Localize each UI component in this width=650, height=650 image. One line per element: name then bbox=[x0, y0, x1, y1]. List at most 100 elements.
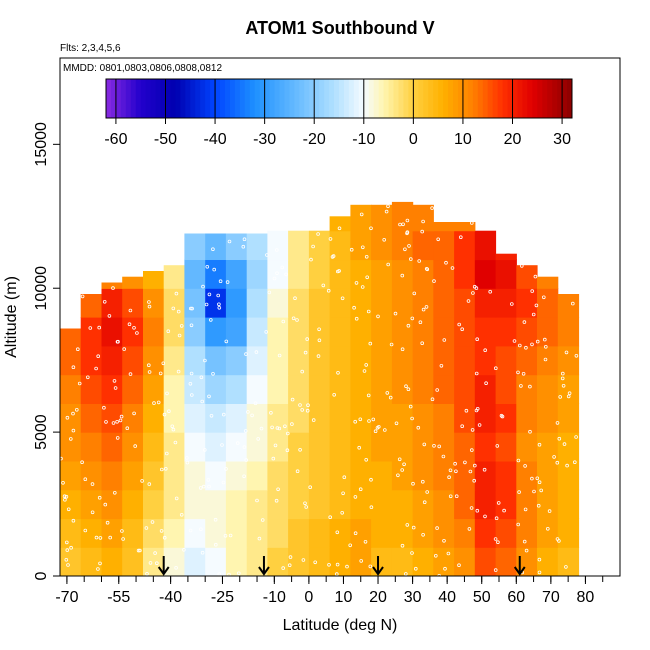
sample-point bbox=[83, 528, 88, 533]
colorbar-swatch bbox=[457, 79, 464, 118]
heatmap-cell bbox=[433, 222, 455, 232]
heatmap-cell bbox=[80, 345, 102, 376]
sample-point bbox=[147, 363, 151, 368]
colorbar-swatch bbox=[562, 79, 568, 118]
sample-point bbox=[469, 448, 474, 452]
colorbar-swatch bbox=[239, 79, 246, 118]
sample-point bbox=[209, 413, 214, 418]
sample-point bbox=[276, 487, 280, 492]
sample-point bbox=[421, 219, 425, 224]
sample-point bbox=[516, 522, 520, 527]
colorbar-tick-label: -40 bbox=[204, 131, 227, 148]
colorbar-swatch bbox=[135, 79, 142, 118]
heatmap-cell bbox=[371, 317, 393, 347]
heatmap-cell bbox=[412, 432, 434, 462]
sample-point bbox=[147, 482, 152, 486]
colorbar-swatch bbox=[110, 79, 117, 118]
colorbar-swatch bbox=[353, 79, 360, 118]
sample-point bbox=[537, 557, 542, 562]
sample-point bbox=[530, 476, 534, 481]
heatmap-cell bbox=[267, 432, 289, 462]
heatmap-cell bbox=[267, 489, 289, 520]
sample-point bbox=[531, 312, 536, 317]
heatmap-cell bbox=[80, 460, 102, 491]
southbound-arrow-head bbox=[513, 566, 526, 576]
heatmap-cell bbox=[516, 345, 538, 376]
sample-point bbox=[535, 476, 540, 481]
sample-point bbox=[458, 235, 463, 240]
sample-point bbox=[335, 530, 340, 535]
heatmap-cell bbox=[184, 403, 206, 433]
sample-point bbox=[472, 463, 477, 468]
heatmap-cell bbox=[371, 518, 393, 548]
heatmap-cell bbox=[537, 460, 559, 491]
sample-point bbox=[358, 417, 363, 422]
sample-point bbox=[207, 292, 212, 297]
sample-point bbox=[353, 531, 358, 535]
sample-point bbox=[418, 320, 423, 325]
heatmap-cell bbox=[205, 233, 227, 260]
heatmap-cell bbox=[225, 288, 248, 318]
colorbar-swatch bbox=[363, 79, 370, 118]
sample-point bbox=[406, 387, 411, 392]
heatmap-cell bbox=[205, 460, 227, 491]
heatmap-cell bbox=[350, 518, 372, 548]
colorbar-frame bbox=[105, 78, 573, 119]
sample-point bbox=[102, 299, 107, 304]
colorbar-swatch bbox=[304, 79, 310, 118]
sample-point bbox=[446, 551, 451, 556]
sample-point bbox=[62, 494, 67, 499]
heatmap-cell bbox=[60, 489, 82, 520]
heatmap-cell bbox=[267, 230, 289, 261]
sample-point bbox=[135, 331, 139, 335]
colorbar-swatch bbox=[448, 79, 454, 118]
heatmap-cell bbox=[454, 222, 476, 232]
colorbar-swatch bbox=[512, 79, 518, 118]
sample-point bbox=[357, 445, 362, 450]
heatmap-cell bbox=[433, 489, 455, 520]
sample-point bbox=[354, 281, 359, 285]
heatmap-cell bbox=[412, 259, 434, 289]
colorbar-swatch bbox=[244, 79, 251, 118]
colorbar-swatch bbox=[403, 79, 409, 118]
sample-point bbox=[98, 561, 102, 566]
sample-point bbox=[147, 300, 151, 304]
sample-point bbox=[535, 339, 540, 344]
sample-point bbox=[147, 304, 152, 309]
sample-point bbox=[389, 342, 394, 347]
sample-point bbox=[331, 254, 336, 258]
sample-point bbox=[408, 257, 413, 261]
sample-point bbox=[161, 361, 166, 366]
sample-point bbox=[425, 490, 430, 494]
heatmap-cell bbox=[122, 460, 144, 491]
heatmap-cell bbox=[474, 288, 497, 318]
x-tick-label: 70 bbox=[542, 589, 560, 606]
heatmap-cell bbox=[308, 374, 331, 404]
heatmap-cell bbox=[163, 403, 185, 433]
sample-point bbox=[66, 507, 71, 512]
heatmap-cell bbox=[557, 345, 580, 376]
colorbar-swatch bbox=[433, 79, 439, 118]
heatmap-cell bbox=[184, 288, 206, 318]
sample-point bbox=[71, 411, 75, 416]
sample-point bbox=[432, 279, 436, 283]
heatmap-cell bbox=[329, 432, 351, 462]
heatmap-cell bbox=[143, 345, 165, 376]
heatmap-cell bbox=[412, 317, 434, 347]
sample-point bbox=[177, 333, 182, 338]
x-tick-label: 30 bbox=[404, 589, 422, 606]
colorbar-swatch bbox=[115, 79, 122, 118]
sample-point bbox=[386, 204, 390, 209]
heatmap-cell bbox=[391, 547, 414, 576]
heatmap-cell bbox=[474, 230, 497, 261]
sample-point bbox=[138, 548, 142, 553]
heatmap-cell bbox=[495, 374, 517, 404]
x-tick-label: 0 bbox=[304, 589, 313, 606]
sample-point bbox=[367, 419, 371, 423]
heatmap-cell bbox=[391, 288, 414, 318]
sample-point bbox=[257, 536, 262, 541]
sample-point bbox=[179, 512, 184, 517]
y-axis-label: Altitude (m) bbox=[3, 276, 20, 358]
sample-point bbox=[65, 548, 70, 552]
sample-point bbox=[242, 237, 247, 242]
